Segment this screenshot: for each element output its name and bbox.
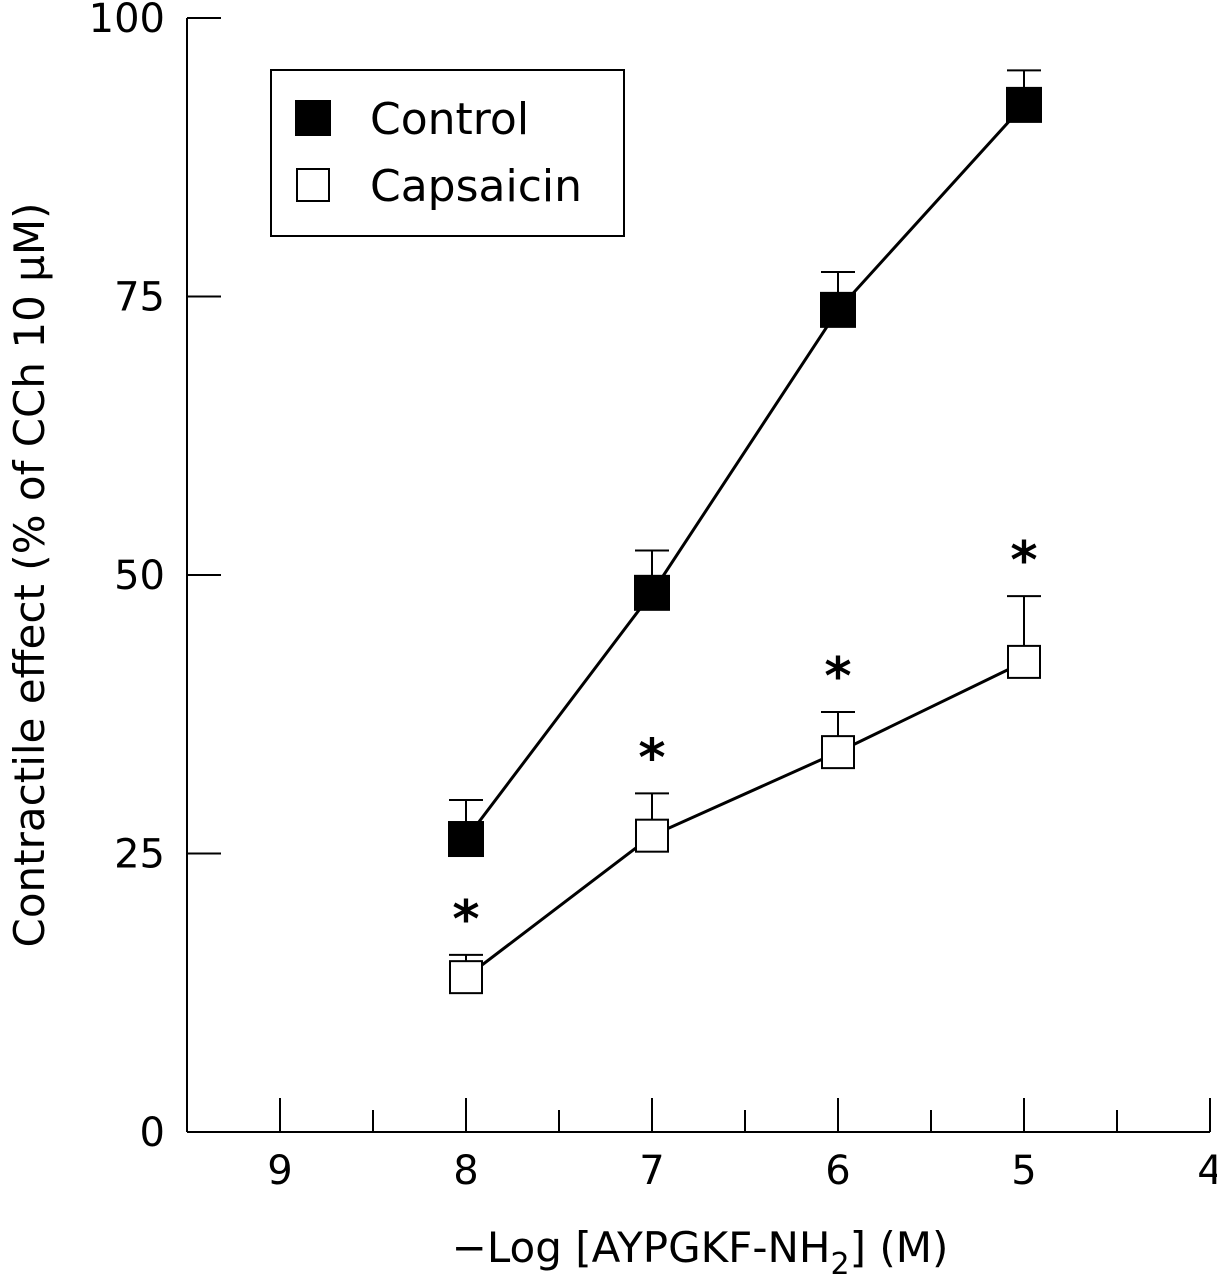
series-line [464, 103, 1026, 840]
data-point [635, 818, 669, 853]
x-tick-label: 6 [825, 1148, 850, 1194]
legend: Control Capsaicin [270, 69, 625, 237]
legend-label-control: Control [370, 94, 529, 145]
data-point [449, 960, 483, 995]
x-tick-label: 7 [639, 1148, 664, 1194]
y-tick-label: 0 [140, 1110, 165, 1156]
legend-marker-capsaicin [296, 168, 330, 202]
x-tick-label: 4 [1197, 1148, 1217, 1194]
x-tick-label: 9 [267, 1148, 292, 1194]
significance-marker: * [1010, 531, 1037, 591]
legend-label-capsaicin: Capsaicin [370, 161, 582, 212]
series-line [465, 660, 1025, 979]
x-tick-label: 5 [1011, 1148, 1036, 1194]
x-axis-ticks: 9 8 7 6 5 4 [267, 1098, 1217, 1194]
legend-marker-control [295, 100, 331, 136]
data-point [1006, 86, 1042, 123]
data-point [821, 735, 855, 770]
y-axis-title: Contractile effect (% of CCh 10 µM) [5, 203, 54, 948]
significance-marker: * [452, 890, 479, 950]
series-capsaicin: * * * * [449, 531, 1041, 995]
x-tick-label: 8 [453, 1148, 478, 1194]
series-layer: * * * * [448, 69, 1042, 995]
data-point [820, 291, 856, 328]
significance-marker: * [824, 647, 851, 707]
y-axis-ticks: 0 25 50 75 100 [89, 0, 221, 1156]
significance-marker: * [638, 728, 665, 788]
data-point [448, 821, 484, 858]
y-tick-label: 100 [89, 0, 165, 42]
x-axis-title: −Log [AYPGKF-NH2] (M) [452, 1223, 949, 1280]
y-tick-label: 50 [114, 553, 165, 599]
data-point [1007, 644, 1041, 679]
legend-box [270, 69, 625, 237]
y-tick-label: 25 [114, 832, 165, 878]
y-tick-label: 75 [114, 275, 165, 321]
data-point [634, 574, 670, 611]
series-control [448, 69, 1042, 858]
